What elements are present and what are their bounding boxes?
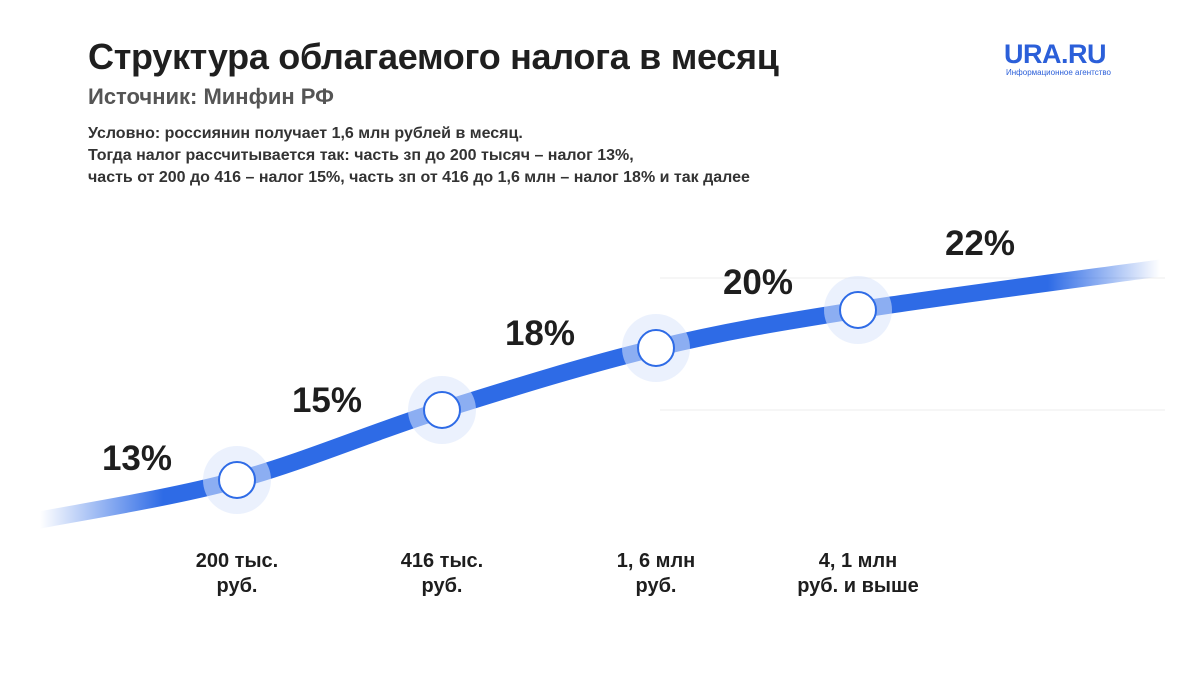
threshold-label-line: руб. [636, 575, 677, 597]
rate-label: 20% [723, 263, 793, 302]
chart-description: Условно: россиянин получает 1,6 млн рубл… [88, 123, 750, 189]
threshold-label: 4, 1 млн руб. и выше [797, 550, 919, 597]
threshold-label-line: 416 тыс. [401, 550, 483, 572]
threshold-marker [203, 446, 271, 514]
marker-dot [839, 291, 877, 329]
rate-label: 13% [102, 439, 172, 478]
threshold-label: 1, 6 млн руб. [617, 550, 696, 597]
threshold-label-line: руб. и выше [797, 575, 919, 597]
threshold-label-line: 200 тыс. [196, 550, 278, 572]
threshold-marker [622, 314, 690, 382]
threshold-label-line: руб. [217, 575, 258, 597]
threshold-label: 200 тыс. руб. [196, 550, 278, 597]
threshold-label-line: 1, 6 млн [617, 550, 696, 572]
chart-title: Структура облагаемого налога в месяц [88, 36, 779, 77]
marker-dot [637, 329, 675, 367]
marker-dot [218, 461, 256, 499]
rate-label: 18% [505, 314, 575, 353]
threshold-label-line: 4, 1 млн [819, 550, 898, 572]
description-line-2: Тогда налог рассчитывается так: часть зп… [88, 147, 634, 164]
ura-ru-logo[interactable]: URA.RU Информационное агентство [1004, 40, 1124, 78]
logo-wordmark: URA.RU [1004, 39, 1107, 69]
description-line-1: Условно: россиянин получает 1,6 млн рубл… [88, 125, 523, 142]
rate-label: 15% [292, 381, 362, 420]
logo-tagline: Информационное агентство [1006, 68, 1111, 77]
threshold-marker [824, 276, 892, 344]
description-line-3: часть от 200 до 416 – налог 15%, часть з… [88, 169, 750, 186]
chart-source: Источник: Минфин РФ [88, 84, 334, 109]
threshold-label: 416 тыс. руб. [401, 550, 483, 597]
marker-dot [423, 391, 461, 429]
threshold-label-line: руб. [422, 575, 463, 597]
threshold-marker [408, 376, 476, 444]
rate-label: 22% [945, 224, 1015, 263]
